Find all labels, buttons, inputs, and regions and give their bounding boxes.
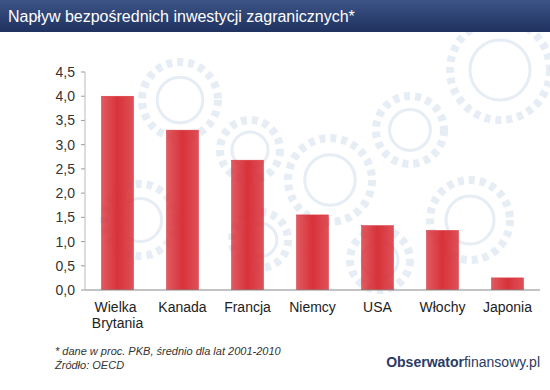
gear [157, 77, 203, 123]
y-tick-label: 1,5 [56, 209, 76, 225]
y-axis-line [85, 72, 86, 290]
gear [470, 40, 530, 100]
bar [167, 130, 199, 290]
header-band [0, 0, 550, 32]
x-tick-label: Francja [224, 299, 271, 315]
bar [362, 226, 394, 290]
decoration [104, 20, 550, 290]
bar [102, 96, 134, 290]
gear [390, 110, 431, 151]
note: * dane w proc. PKB, średnio dla lat 2001… [55, 345, 282, 357]
brand-bold: Obserwator [386, 354, 464, 370]
y-tick [81, 96, 85, 97]
chart-wrap: Napływ bezpośrednich inwestycji zagranic… [0, 0, 550, 390]
y-tick-label: 3,5 [56, 112, 76, 128]
gear [142, 62, 218, 138]
y-tick-label: 2,5 [56, 161, 76, 177]
y-axis: 0,0 0,5 1,0 1,5 2,0 2,5 3,0 3,5 4,0 4,5 [56, 64, 85, 298]
y-tick [81, 217, 85, 218]
y-tick-label: 3,0 [56, 137, 76, 153]
x-tick-label: Włochy [420, 299, 466, 315]
y-tick-label: 0,0 [56, 282, 76, 298]
y-tick [81, 265, 85, 266]
y-tick-label: 4,5 [56, 64, 76, 80]
title: Napływ bezpośrednich inwestycji zagranic… [8, 8, 355, 25]
y-tick [81, 144, 85, 145]
y-tick-label: 1,0 [56, 234, 76, 250]
x-tick-label: Japonia [483, 299, 532, 315]
chart: Napływ bezpośrednich inwestycji zagranic… [0, 0, 550, 390]
y-tick-label: 0,5 [56, 258, 76, 274]
y-tick [81, 193, 85, 194]
bar [492, 278, 524, 290]
x-tick-label: Wielka Brytania [92, 299, 144, 331]
y-tick-label: 4,0 [56, 88, 76, 104]
source: Źródło: OECD [54, 359, 124, 371]
bar [297, 215, 329, 290]
brand-regular: finansowy.pl [464, 354, 540, 370]
bars [102, 96, 524, 290]
x-tick-label: USA [363, 299, 392, 315]
y-tick-label: 2,0 [56, 185, 76, 201]
x-axis: Wielka Brytania Kanada Francja Niemcy USA Wło… [92, 299, 532, 331]
gear [376, 96, 444, 164]
bar [427, 230, 459, 290]
gear [305, 155, 355, 205]
y-tick [81, 241, 85, 242]
gear [450, 20, 550, 120]
background [0, 0, 550, 390]
y-tick [81, 168, 85, 169]
y-tick [81, 72, 85, 73]
x-tick-label: Niemcy [289, 299, 336, 315]
x-axis-line [85, 290, 540, 291]
y-tick [81, 290, 85, 291]
bar [232, 160, 264, 290]
gear [288, 138, 372, 222]
brand: Obserwatorfinansowy.pl [386, 354, 540, 370]
x-tick-label: Kanada [158, 299, 206, 315]
y-tick [81, 120, 85, 121]
